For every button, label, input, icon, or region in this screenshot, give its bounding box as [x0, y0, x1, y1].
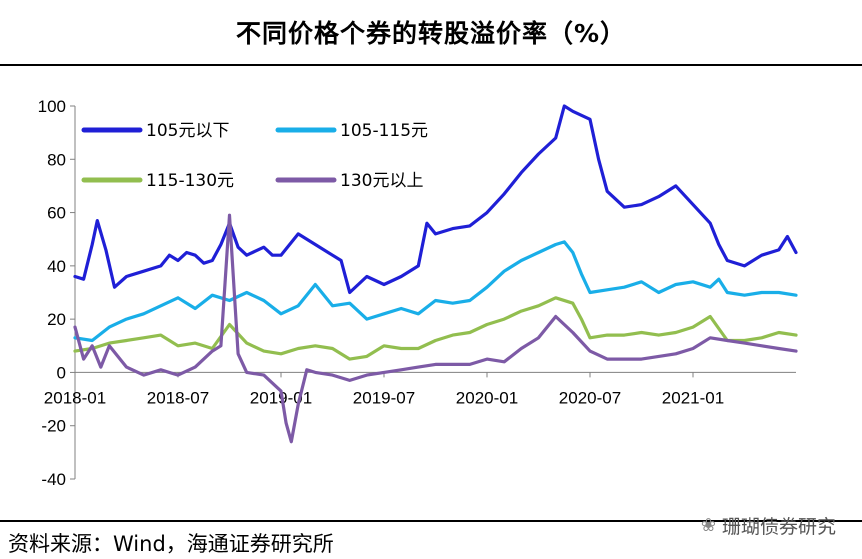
- series-line-1: [73, 104, 798, 295]
- y-tick-label: 80: [47, 150, 66, 169]
- chart-title: 不同价格个券的转股溢价率（%）: [235, 19, 627, 48]
- bottom-rule: [0, 520, 862, 522]
- y-tick-label: 20: [47, 310, 66, 329]
- wechat-icon: ❀: [700, 515, 716, 536]
- x-tick-label: 2018-01: [44, 388, 106, 407]
- chart-series: [73, 104, 798, 444]
- series-line-4: [73, 213, 798, 444]
- x-tick-label: 2021-01: [662, 388, 724, 407]
- watermark: ❀ 珊瑚债券研究: [701, 512, 836, 539]
- y-tick-label: 60: [47, 204, 66, 223]
- legend-label-4: 130元以上: [340, 171, 423, 191]
- x-tick-label: 2020-07: [559, 388, 621, 407]
- legend-label-2: 105-115元: [340, 121, 428, 141]
- y-tick-label: 0: [57, 363, 66, 382]
- chart-legend: 105元以下 105-115元 115-130元 130元以上: [81, 121, 428, 191]
- series-line-3: [73, 296, 798, 361]
- series-line-2: [73, 240, 798, 343]
- y-tick-label: 40: [47, 257, 66, 276]
- y-tick-label: -20: [41, 417, 66, 436]
- x-tick-label: 2019-07: [353, 388, 415, 407]
- top-rule: [0, 64, 862, 66]
- source-note: 资料来源：Wind，海通证券研究所: [8, 532, 334, 556]
- watermark-text: 珊瑚债券研究: [721, 516, 836, 538]
- legend-label-3: 115-130元: [146, 171, 234, 191]
- y-tick-label: -40: [41, 470, 66, 489]
- x-tick-label: 2020-01: [456, 388, 518, 407]
- y-tick-label: 100: [38, 97, 66, 116]
- legend-label-1: 105元以下: [146, 121, 229, 141]
- x-tick-label: 2018-07: [147, 388, 209, 407]
